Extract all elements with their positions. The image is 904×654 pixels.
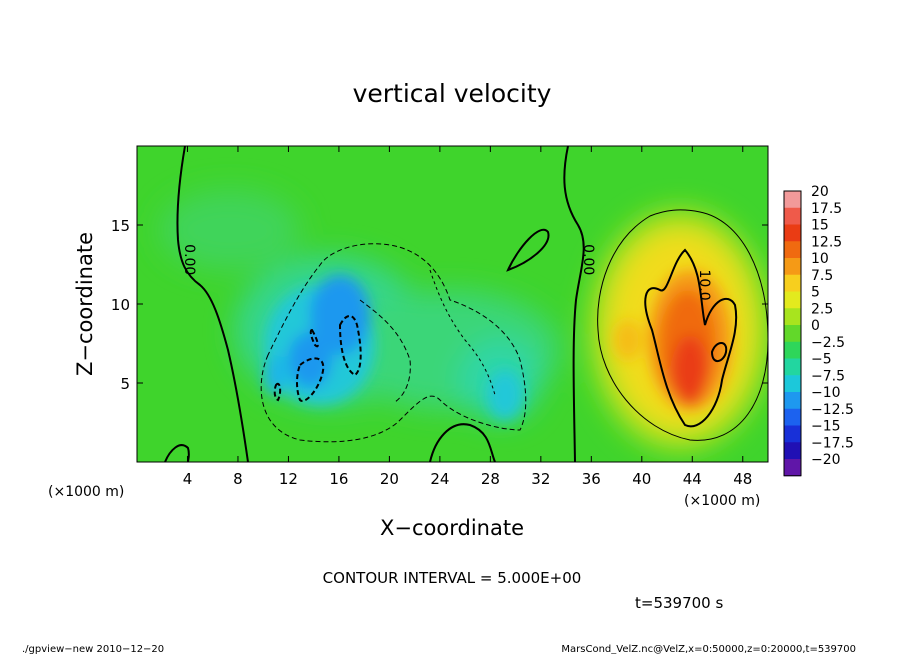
- x-tick-label: 16: [329, 470, 348, 488]
- colorbar-swatch: [784, 191, 801, 209]
- x-tick-label: 8: [233, 470, 243, 488]
- colorbar-label: 5: [811, 285, 820, 301]
- colorbar-frame: [783, 190, 802, 477]
- chart-title: vertical velocity: [353, 79, 552, 108]
- colorbar-label: −7.5: [811, 368, 845, 384]
- colorbar: [783, 190, 802, 477]
- x-axis: 4 8 12 16 20 24 28 32 36 40 44 48 (×1000…: [48, 470, 760, 540]
- plot-area: 0.00 0.00 10.0: [136, 145, 769, 463]
- contour-label: 10.0: [696, 269, 712, 300]
- colorbar-label: −20: [811, 452, 841, 468]
- x-tick-label: 4: [183, 470, 193, 488]
- contour-interval: CONTOUR INTERVAL = 5.000E+00: [323, 569, 582, 587]
- x-tick-label: 44: [683, 470, 702, 488]
- strong-negative-contour-4: [273, 382, 282, 402]
- colorbar-swatch: [784, 358, 801, 376]
- colorbar-label: 2.5: [811, 301, 833, 317]
- zero-contour-middle: [563, 146, 585, 462]
- colorbar-label: 7.5: [811, 268, 833, 284]
- y-tick-label: 5: [120, 375, 130, 393]
- negative-inner-contour: [359, 299, 411, 403]
- colorbar-swatch: [784, 291, 801, 309]
- colorbar-label: 0: [811, 318, 820, 334]
- axis-ticks: [137, 146, 768, 462]
- colorbar-label: 12.5: [811, 234, 842, 250]
- colorbar-label: 17.5: [811, 201, 842, 217]
- colorbar-swatch: [784, 241, 801, 259]
- colorbar-swatch: [784, 408, 801, 426]
- ten-contour-island: [710, 342, 728, 362]
- x-unit-right: (×1000 m): [684, 493, 760, 509]
- x-tick-label: 40: [632, 470, 651, 488]
- strong-negative-contour-1: [309, 328, 319, 348]
- x-unit-left: (×1000 m): [48, 484, 124, 500]
- contour-lines: [164, 146, 768, 462]
- colorbar-swatch: [784, 425, 801, 443]
- outer-positive-contour: [597, 209, 768, 441]
- colorbar-label: −2.5: [811, 335, 845, 351]
- time-stamp: t=539700 s: [635, 594, 723, 612]
- y-tick-label: 15: [111, 217, 130, 235]
- colorbar-label: −15: [811, 419, 841, 435]
- negative-fine-contour: [429, 269, 496, 396]
- colorbar-swatch: [784, 459, 801, 477]
- y-tick-label: 10: [111, 296, 130, 314]
- strong-negative-contour-3: [338, 315, 362, 377]
- x-axis-label: X−coordinate: [380, 516, 524, 540]
- colorbar-label: 10: [811, 251, 829, 267]
- colorbar-swatch: [784, 325, 801, 343]
- footer-left: ./gpview−new 2010−12−20: [22, 644, 164, 654]
- y-axis-label: Z−coordinate: [73, 232, 97, 376]
- colorbar-label: −10: [811, 385, 841, 401]
- colorbar-swatch: [784, 207, 801, 225]
- x-tick-label: 12: [279, 470, 298, 488]
- ten-contour: [644, 248, 738, 428]
- footer-right: MarsCond_VelZ.nc@VelZ,x=0:50000,z=0:2000…: [561, 644, 856, 654]
- zero-contour-blob: [506, 228, 550, 272]
- colorbar-swatch: [784, 224, 801, 242]
- colorbar-swatch: [784, 308, 801, 326]
- colorbar-label: −12.5: [811, 402, 854, 418]
- x-tick-label: 20: [380, 470, 399, 488]
- strong-negative-contour-2: [296, 357, 325, 402]
- colorbar-label: −17.5: [811, 435, 854, 451]
- negative-outer-contour: [260, 243, 527, 443]
- x-tick-label: 32: [531, 470, 550, 488]
- velocity-field: [137, 146, 768, 462]
- colorbar-labels: 20 17.5 15 12.5 10 7.5 5 2.5 0 −2.5 −5 −…: [811, 184, 854, 468]
- y-axis: 5 10 15 Z−coordinate: [73, 217, 130, 393]
- colorbar-label: 20: [811, 184, 829, 200]
- contour-label: 0.00: [580, 244, 596, 275]
- x-tick-label: 28: [481, 470, 500, 488]
- colorbar-swatch: [784, 258, 801, 276]
- contour-label: 0.00: [181, 244, 197, 275]
- colorbar-label: 15: [811, 218, 829, 234]
- contour-label-group: 0.00 0.00 10.0: [181, 244, 712, 300]
- zero-contour-bottom: [429, 423, 496, 462]
- colorbar-label: −5: [811, 352, 832, 368]
- zero-contour-bottom-left: [164, 444, 190, 462]
- colorbar-swatch: [784, 274, 801, 292]
- colorbar-swatch: [784, 375, 801, 393]
- x-tick-label: 36: [582, 470, 601, 488]
- colorbar-swatch: [784, 341, 801, 359]
- x-tick-label: 48: [733, 470, 752, 488]
- zero-contour-left: [176, 146, 249, 462]
- x-tick-label: 24: [430, 470, 449, 488]
- colorbar-swatch: [784, 392, 801, 410]
- colorbar-swatch: [784, 442, 801, 460]
